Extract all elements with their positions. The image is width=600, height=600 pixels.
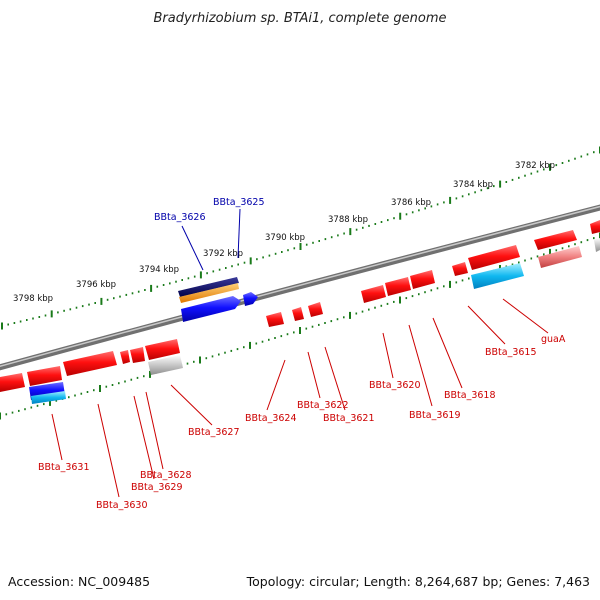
gene-bbta-3615-feature[interactable] xyxy=(471,263,524,289)
gene-bbta-3628-arrow[interactable] xyxy=(130,347,145,363)
scale-label-3782: 3782 kbp xyxy=(515,161,555,171)
gene-bbta-3627-arrow[interactable] xyxy=(145,339,180,360)
gene-guaa-arrow[interactable] xyxy=(534,230,577,250)
gene-bbta-3629-arrow[interactable] xyxy=(120,350,130,364)
gene-bbta-3619-arrow[interactable] xyxy=(385,277,411,296)
gene-bbta-3631-arrow[interactable] xyxy=(27,366,62,386)
gene-label-bbta-3624[interactable]: BBta_3624 xyxy=(245,413,297,424)
gene-label-bbta-3622[interactable]: BBta_3622 xyxy=(297,400,349,411)
scale-label-3786: 3786 kbp xyxy=(391,198,431,208)
scale-label-3796: 3796 kbp xyxy=(76,280,116,290)
gene-label-guaa[interactable]: guaA xyxy=(541,334,566,345)
label-leaders xyxy=(51,208,549,498)
leader-bbta-3627 xyxy=(170,384,213,426)
gene-bbta-3626-feature[interactable] xyxy=(178,277,239,297)
gene-label-bbta-3631[interactable]: BBta_3631 xyxy=(38,462,90,473)
reverse-strand-genes xyxy=(0,220,600,404)
gene-label-bbta-3629[interactable]: BBta_3629 xyxy=(131,482,183,493)
gene-small-arrow-a[interactable] xyxy=(452,262,468,276)
gene-label-bbta-3627[interactable]: BBta_3627 xyxy=(188,427,240,438)
leader-bbta-3621 xyxy=(324,346,346,411)
gene-bbta-3624-arrow[interactable] xyxy=(266,312,284,327)
gene-bbta-3625-arrow[interactable] xyxy=(243,292,258,306)
leader-bbta-3626 xyxy=(181,225,204,271)
genome-backbone xyxy=(0,204,600,371)
outer-scale-ticks xyxy=(1,146,600,330)
gene-label-bbta-3620[interactable]: BBta_3620 xyxy=(369,380,421,391)
gene-bbta-3630-arrow[interactable] xyxy=(63,351,117,376)
scale-label-3792: 3792 kbp xyxy=(203,249,243,259)
inner-scale-ticks xyxy=(0,232,600,420)
leader-bbta-3622 xyxy=(307,351,321,399)
gene-bbta-3618-arrow[interactable] xyxy=(410,270,435,289)
leader-bbta-3618 xyxy=(432,317,463,389)
gene-guaa-feature[interactable] xyxy=(538,246,582,268)
gene-bbta-3622-arrow[interactable] xyxy=(292,307,304,321)
gene-label-bbta-3625[interactable]: BBta_3625 xyxy=(213,197,265,208)
scale-labels: 3782 kbp 3784 kbp 3786 kbp 3788 kbp 3790… xyxy=(13,161,555,304)
leader-bbta-3628 xyxy=(145,391,164,470)
gene-bbta-3621-arrow[interactable] xyxy=(308,302,323,317)
leader-bbta-3631 xyxy=(51,413,63,461)
gene-bbta-3620-arrow[interactable] xyxy=(361,285,386,303)
gene-label-bbta-3628[interactable]: BBta_3628 xyxy=(140,470,192,481)
gene-bbta-3631-feature-cyan[interactable] xyxy=(31,391,66,404)
scale-label-3794: 3794 kbp xyxy=(139,265,179,275)
gene-label-bbta-3615[interactable]: BBta_3615 xyxy=(485,347,537,358)
gene-far-right-arrow[interactable] xyxy=(590,220,600,234)
gene-left-edge-arrow[interactable] xyxy=(0,373,25,392)
gene-far-right-gray[interactable] xyxy=(594,238,600,252)
gene-bbta-3626-arrow[interactable] xyxy=(181,296,241,322)
scale-label-3798: 3798 kbp xyxy=(13,294,53,304)
scale-label-3784: 3784 kbp xyxy=(453,180,493,190)
leader-bbta-3615 xyxy=(467,305,506,345)
gene-bbta-3627-feature[interactable] xyxy=(148,355,183,375)
leader-bbta-3629 xyxy=(133,395,155,480)
accession-text: Accession: NC_009485 xyxy=(8,574,150,589)
gene-label-bbta-3630[interactable]: BBta_3630 xyxy=(96,500,148,511)
genome-backbone-highlight xyxy=(0,205,600,368)
gene-label-bbta-3621[interactable]: BBta_3621 xyxy=(323,413,375,424)
topology-text: Topology: circular; Length: 8,264,687 bp… xyxy=(246,574,590,589)
leader-bbta-3624 xyxy=(266,359,286,411)
gene-label-bbta-3626[interactable]: BBta_3626 xyxy=(154,212,206,223)
leader-guaa xyxy=(502,298,549,334)
gene-bbta-3626-feature-band[interactable] xyxy=(179,283,239,303)
scale-label-3790: 3790 kbp xyxy=(265,233,305,243)
scale-label-3788: 3788 kbp xyxy=(328,215,368,225)
leader-bbta-3625 xyxy=(237,208,241,259)
gene-labels: BBta_3626 BBta_3625 guaA BBta_3615 BBta_… xyxy=(38,197,566,511)
leader-bbta-3620 xyxy=(382,332,394,379)
leader-bbta-3630 xyxy=(97,403,120,498)
leader-bbta-3619 xyxy=(408,324,433,407)
gene-label-bbta-3618[interactable]: BBta_3618 xyxy=(444,390,496,401)
map-title: Bradyrhizobium sp. BTAi1, complete genom… xyxy=(153,11,446,26)
forward-strand-genes xyxy=(178,277,258,322)
gene-label-bbta-3619[interactable]: BBta_3619 xyxy=(409,410,461,421)
gene-bbta-3615-arrow[interactable] xyxy=(468,245,520,270)
